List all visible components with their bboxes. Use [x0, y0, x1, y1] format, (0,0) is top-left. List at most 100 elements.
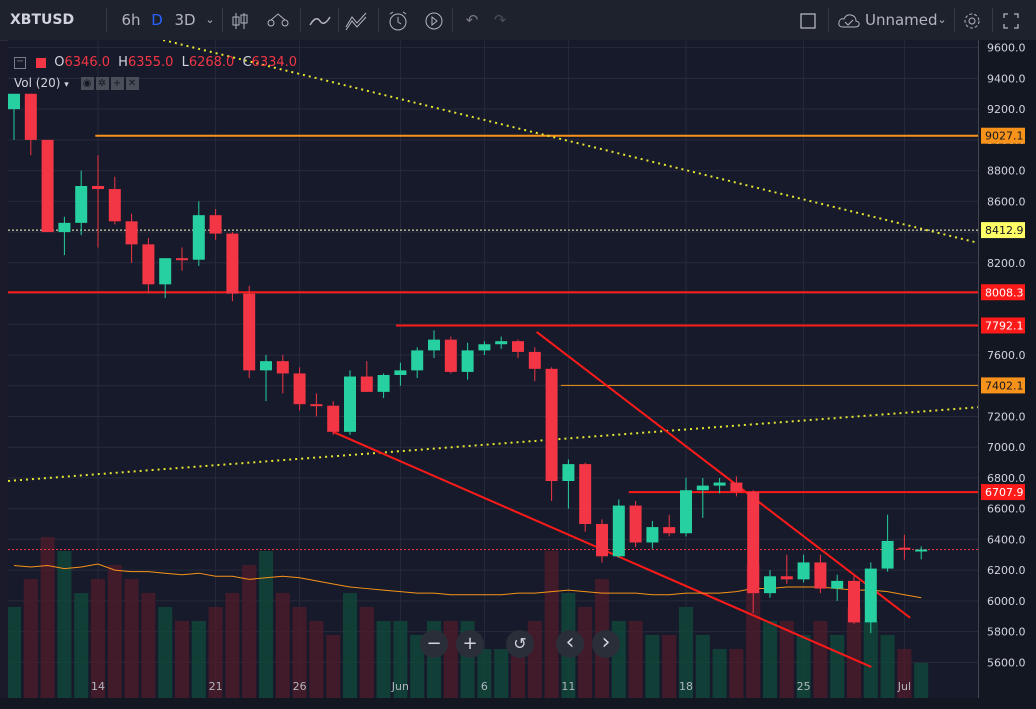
chart-pane[interactable]: 14 21 26 Jun 6 11 18 25 Jul: [7, 39, 979, 705]
symbol-search[interactable]: XBTUSD: [10, 12, 75, 28]
candle-body: [730, 482, 743, 492]
price-line-label-bg: [981, 127, 1025, 144]
chart-grid: [8, 40, 978, 705]
candle-body: [881, 540, 894, 569]
candle-body: [209, 215, 222, 234]
price-line-label-bg: [981, 284, 1025, 301]
layout-dropdown-icon[interactable]: ⌄: [937, 13, 947, 26]
volume-bar: [729, 649, 744, 705]
volume-bar: [259, 551, 273, 705]
price-line-labels: 9027.1 8412.9 8008.3 7792.1 7402.1 6707.9: [981, 127, 1025, 501]
line-icon[interactable]: [306, 0, 334, 40]
reset-chart-button[interactable]: ↺: [506, 630, 534, 658]
volume-bar: [225, 593, 240, 705]
price-tick-label: 7600.0: [987, 349, 1026, 362]
fullscreen-checkbox-icon[interactable]: [796, 0, 820, 40]
price-tick-label: 8800.0: [987, 165, 1026, 178]
price-line-label-bg: [981, 222, 1025, 239]
toolbar-divider: [954, 8, 955, 32]
candle-body: [176, 258, 188, 261]
price-axis[interactable]: 9600.09400.09200.09000.08800.08600.08400…: [978, 40, 1036, 705]
volume-bar: [376, 621, 391, 705]
trend-line: [7, 406, 979, 482]
zoom-out-button[interactable]: −: [420, 630, 448, 658]
settings-icon[interactable]: ✲: [95, 77, 109, 90]
candle-body: [360, 376, 373, 392]
cloud-icon[interactable]: [836, 0, 862, 40]
volume-bar: [40, 537, 55, 705]
indicator-icon[interactable]: [264, 0, 292, 40]
price-axis-svg[interactable]: 9600.09400.09200.09000.08800.08600.08400…: [979, 40, 1036, 705]
low-label: L: [181, 55, 189, 70]
candle-body: [680, 490, 692, 534]
volume-label[interactable]: Vol (20): [14, 76, 61, 90]
volume-bar: [796, 635, 811, 705]
volume-legend[interactable]: Vol (20) ▾ ◉ ✲ + ✕: [14, 76, 139, 90]
price-line-label: 7402.1: [985, 379, 1024, 392]
volume-bar: [91, 579, 105, 705]
candle-body: [444, 339, 457, 372]
candle-body: [159, 258, 172, 285]
price-line-label-bg: [981, 484, 1025, 501]
replay-icon[interactable]: [420, 0, 448, 40]
interval-6h[interactable]: 6h: [121, 11, 141, 29]
candle-body: [293, 373, 306, 405]
compare-icon[interactable]: [342, 0, 370, 40]
price-tick-label: 5600.0: [987, 656, 1026, 669]
zoom-in-button[interactable]: +: [456, 630, 484, 658]
time-tick-label: 11: [561, 680, 575, 693]
price-line-label: 9027.1: [985, 130, 1024, 143]
volume-bar: [443, 621, 458, 705]
volume-bar: [410, 635, 425, 705]
toolbar-divider: [222, 8, 223, 32]
layout-name[interactable]: Unnamed: [865, 11, 938, 29]
interval-dropdown-icon[interactable]: ⌄: [205, 13, 215, 26]
volume-bar: [57, 551, 72, 705]
scroll-left-button[interactable]: ‹: [556, 630, 584, 658]
candle-body: [226, 233, 239, 294]
candles-icon[interactable]: [228, 0, 252, 40]
open-value: 6346.0: [64, 55, 111, 70]
volume-bar: [578, 607, 593, 705]
time-axis-labels: 14 21 26 Jun 6 11 18 25 Jul: [91, 680, 911, 693]
more-icon[interactable]: +: [110, 77, 124, 90]
low-value: 6268.0: [188, 55, 235, 70]
volume-bar: [175, 621, 189, 705]
eye-icon[interactable]: ◉: [80, 77, 94, 90]
interval-3d[interactable]: 3D: [174, 11, 196, 29]
price-chart[interactable]: 14 21 26 Jun 6 11 18 25 Jul: [7, 39, 979, 705]
high-value: 6355.0: [127, 55, 174, 70]
volume-dropdown-icon[interactable]: ▾: [64, 80, 69, 90]
alert-icon[interactable]: [384, 0, 412, 40]
candle-body: [92, 185, 104, 190]
time-tick-label: Jul: [897, 680, 911, 693]
price-tick-label: 6800.0: [987, 472, 1026, 485]
volume-bar: [393, 621, 408, 705]
price-tick-label: 9600.0: [987, 42, 1026, 55]
volume-bar: [645, 635, 660, 705]
candle-body: [142, 244, 155, 285]
horizontal-lines: [8, 134, 978, 551]
candle-body: [629, 505, 642, 543]
price-tick-label: 6200.0: [987, 564, 1026, 577]
close-icon[interactable]: ✕: [125, 77, 139, 90]
candle-body: [125, 221, 138, 245]
time-tick-label: 18: [679, 680, 693, 693]
volume-bar: [494, 649, 509, 705]
interval-d[interactable]: D: [151, 11, 163, 29]
redo-icon[interactable]: ↷: [493, 11, 507, 29]
price-tick-label: 7200.0: [987, 410, 1026, 423]
candle-body: [243, 293, 256, 371]
trend-line: [536, 331, 911, 619]
undo-icon[interactable]: ↶: [465, 11, 479, 29]
candle-body: [764, 576, 776, 594]
volume-bar: [158, 607, 173, 705]
volume-bar: [847, 607, 861, 705]
collapse-icon[interactable]: −: [14, 55, 26, 69]
scroll-right-button[interactable]: ›: [592, 630, 620, 658]
time-tick-label: 26: [293, 680, 307, 693]
expand-icon[interactable]: [998, 0, 1024, 40]
volume-bar: [813, 621, 828, 705]
candle-body: [646, 527, 659, 543]
gear-icon[interactable]: [960, 0, 984, 40]
